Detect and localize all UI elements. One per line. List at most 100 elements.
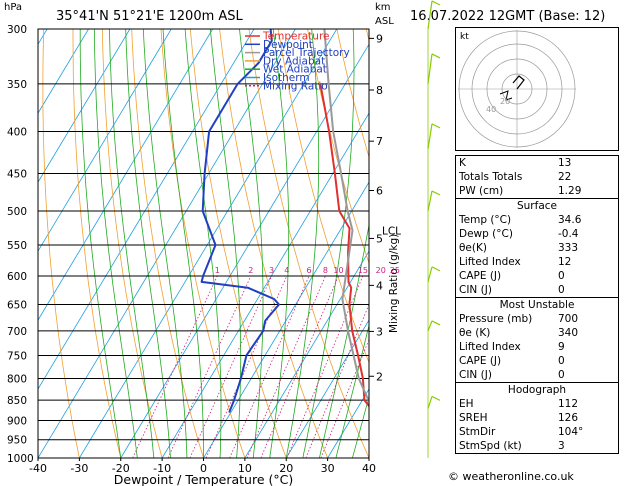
datetime-title: 16.07.2022 12GMT (Base: 12) bbox=[410, 9, 606, 24]
most-unstable-label: Pressure (mb) bbox=[459, 313, 533, 325]
pressure-tick-label: 850 bbox=[7, 395, 27, 407]
surface-row: CAPE (J) 0 bbox=[456, 269, 618, 283]
pressure-tick-label: 800 bbox=[7, 373, 27, 385]
indices-panel: K 13 Totals Totals 22 PW (cm) 1.29 Surface Te… bbox=[455, 155, 619, 454]
lcl-label: LCL bbox=[382, 225, 401, 237]
mixing-ratio-line bbox=[305, 303, 369, 458]
x-tick-label: -30 bbox=[70, 462, 88, 475]
mixing-ratio-line bbox=[205, 275, 288, 458]
wet-adiabat-line bbox=[352, 395, 369, 458]
most-unstable-rows: Pressure (mb) 700 θe (K) 340 Lifted Index 9 CA… bbox=[456, 312, 618, 382]
location-title: 35°41'N 51°21'E 1200m ASL bbox=[56, 9, 243, 24]
asl-label: ASL bbox=[375, 16, 394, 27]
surface-label: Dewp (°C) bbox=[459, 228, 513, 240]
hodograph-rows: EH 112 SREH 126 StmDir 104° StmSpd (kt) 3 bbox=[456, 397, 618, 453]
km-tick-label: 2 bbox=[376, 370, 383, 383]
isotherm-line bbox=[285, 319, 369, 458]
wind-barb-staff bbox=[427, 266, 433, 283]
wet-adiabat-line bbox=[269, 29, 290, 458]
pressure-tick-label: 500 bbox=[7, 206, 27, 218]
dry-adiabat-line bbox=[72, 29, 122, 458]
index-row: PW (cm) 1.29 bbox=[456, 184, 618, 198]
pressure-tick-label: 900 bbox=[7, 415, 27, 427]
legend-label: Isotherm bbox=[263, 72, 310, 84]
surface-row: θe(K) 333 bbox=[456, 241, 618, 255]
x-tick-label: 30 bbox=[321, 462, 335, 475]
legend-label: Mixing Ratio bbox=[263, 80, 328, 92]
hodograph-label: SREH bbox=[459, 412, 488, 424]
wind-barb-staff bbox=[427, 123, 433, 149]
surface-value: 34.6 bbox=[558, 214, 582, 226]
wind-barb-staff bbox=[427, 320, 433, 332]
wind-barb-flag bbox=[431, 395, 441, 401]
isotherm-line bbox=[120, 43, 369, 458]
index-value: 22 bbox=[558, 171, 572, 183]
mixing-ratio-value-label: 6 bbox=[307, 266, 312, 275]
wind-barb-flag bbox=[431, 123, 441, 129]
isotherm-line bbox=[79, 29, 338, 458]
km-tick-label: 3 bbox=[376, 325, 383, 338]
wind-barb-flag bbox=[431, 0, 441, 6]
pressure-tick-label: 750 bbox=[7, 350, 27, 362]
surface-row: CIN (J) 0 bbox=[456, 283, 618, 297]
legend-label: Temperature bbox=[262, 31, 330, 43]
hodograph-row: EH 112 bbox=[456, 397, 618, 411]
km-tick-label: 4 bbox=[376, 279, 383, 292]
most-unstable-row: CAPE (J) 0 bbox=[456, 354, 618, 368]
mixing-ratio-line bbox=[246, 275, 326, 458]
index-label: Totals Totals bbox=[459, 171, 523, 183]
isotherm-line bbox=[38, 29, 131, 183]
hodograph-storm-motion bbox=[499, 90, 513, 101]
km-tick-label: 8 bbox=[376, 84, 383, 97]
surface-label: Temp (°C) bbox=[459, 214, 512, 226]
index-value: 1.29 bbox=[558, 185, 582, 197]
index-value: 13 bbox=[558, 157, 572, 169]
dry-adiabat-line bbox=[189, 29, 287, 458]
wind-barb-staff bbox=[427, 396, 433, 409]
wet-adiabat-line bbox=[143, 29, 188, 458]
mixing-ratio-value-label: 4 bbox=[284, 266, 289, 275]
copyright-text: © weatheronline.co.uk bbox=[448, 470, 574, 483]
surface-value: 333 bbox=[558, 242, 579, 254]
most-unstable-value: 0 bbox=[558, 355, 565, 367]
mixing-ratio-line bbox=[189, 275, 272, 458]
hodograph-value: 104° bbox=[558, 426, 584, 438]
isotherm-line bbox=[244, 250, 369, 458]
hodograph-trace bbox=[512, 75, 525, 90]
wind-barb-flag bbox=[431, 320, 441, 326]
most-unstable-row: CIN (J) 0 bbox=[456, 368, 618, 382]
most-unstable-label: CIN (J) bbox=[459, 369, 492, 381]
hodograph-table-title: Hodograph bbox=[507, 384, 567, 396]
series-dewpoint-line bbox=[200, 29, 280, 413]
most-unstable-row: Pressure (mb) 700 bbox=[456, 312, 618, 326]
km-tick-label: 6 bbox=[376, 184, 383, 197]
index-label: PW (cm) bbox=[459, 185, 504, 197]
pressure-tick-label: 350 bbox=[7, 79, 27, 91]
surface-value: 0 bbox=[558, 270, 565, 282]
isotherm-line bbox=[0, 29, 6, 458]
legend-label: Wet Adiabat bbox=[263, 64, 327, 76]
mixing-ratio-line bbox=[229, 275, 310, 458]
plot-area bbox=[0, 29, 369, 458]
pressure-tick-label: 600 bbox=[7, 271, 27, 283]
legend-label: Dewpoint bbox=[263, 39, 313, 51]
wind-barbs bbox=[427, 0, 441, 458]
mixing-ratio-value-label: 15 bbox=[358, 266, 368, 275]
surface-rows: Temp (°C) 34.6 Dewp (°C) -0.4 θe(K) 333 Lifted… bbox=[456, 213, 618, 297]
isotherm-line bbox=[203, 181, 369, 458]
most-unstable-value: 0 bbox=[558, 369, 565, 381]
km-label: km bbox=[375, 2, 391, 13]
most-unstable-title: Most Unstable bbox=[499, 299, 575, 311]
hodograph-row: SREH 126 bbox=[456, 411, 618, 425]
hodograph-value: 126 bbox=[558, 412, 579, 424]
x-tick-label: 10 bbox=[238, 462, 252, 475]
isotherm-line bbox=[38, 29, 89, 114]
hodograph-ring-label: 40 bbox=[486, 105, 496, 114]
isotherm-line bbox=[38, 29, 296, 458]
mixing-ratio-value-label: 10 bbox=[333, 266, 343, 275]
isotherm-line bbox=[38, 29, 172, 252]
legend-label: Dry Adiabat bbox=[263, 55, 325, 67]
isotherm-line bbox=[161, 112, 369, 458]
surface-value: -0.4 bbox=[558, 228, 579, 240]
